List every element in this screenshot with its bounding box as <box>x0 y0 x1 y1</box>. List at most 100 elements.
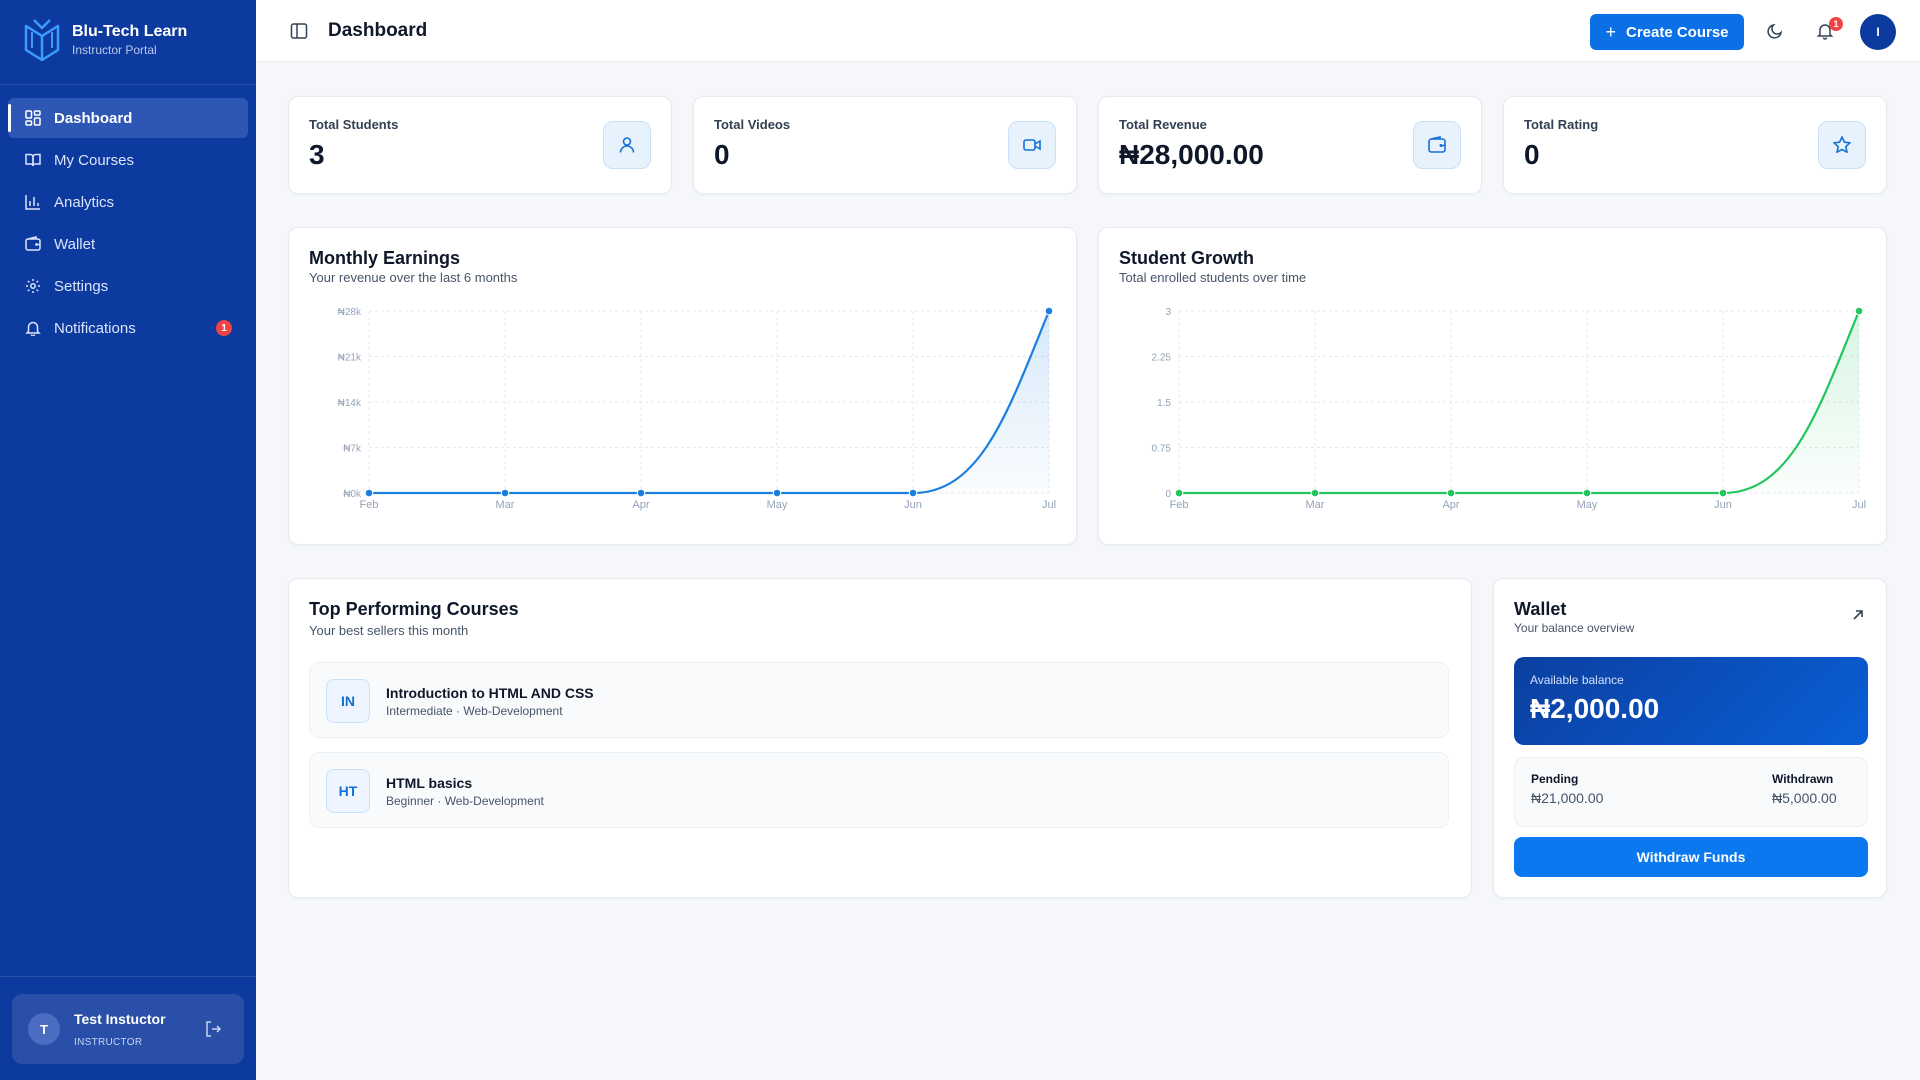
stat-label: Total Students <box>309 117 399 132</box>
bell-icon <box>1816 24 1834 40</box>
data-point <box>500 488 510 498</box>
sidebar-item-notifications[interactable]: Notifications 1 <box>8 308 248 348</box>
balance-label: Available balance <box>1530 673 1624 687</box>
arrow-up-right-icon[interactable] <box>1850 607 1866 623</box>
sidebar: Blu-Tech Learn Instructor Portal Dashboa… <box>0 0 256 1080</box>
section-title: Wallet <box>1514 599 1567 619</box>
x-tick-label: Jun <box>1714 499 1732 511</box>
data-point <box>908 488 918 498</box>
sidebar-item-label: Analytics <box>54 193 115 211</box>
x-tick-label: Jul <box>1042 499 1056 511</box>
y-tick-label: ₦7k <box>343 444 362 455</box>
moon-icon[interactable] <box>1766 22 1784 40</box>
chart-subtitle: Your revenue over the last 6 months <box>309 270 518 285</box>
data-point <box>364 488 374 498</box>
data-point <box>1582 488 1592 498</box>
earnings-chart: ₦0k ₦7k ₦14k ₦21k ₦28k Feb Mar Apr May Jun Jul <box>338 306 1056 511</box>
series-area <box>1179 311 1859 493</box>
create-course-button[interactable]: + Create Course <box>1590 14 1744 50</box>
brand-subtitle: Instructor Portal <box>72 43 157 57</box>
y-tick-label: ₦14k <box>338 398 362 409</box>
stat-card-rating: Total Rating 0 <box>1503 96 1887 194</box>
wallet-icon <box>24 235 42 253</box>
course-item[interactable]: IN Introduction to HTML AND CSS Intermed… <box>309 662 1449 738</box>
x-tick-label: Apr <box>632 499 649 511</box>
data-point <box>1310 488 1320 498</box>
divider <box>0 976 256 977</box>
user-role: INSTRUCTOR <box>74 1036 143 1048</box>
chart-subtitle: Total enrolled students over time <box>1119 270 1307 285</box>
withdraw-funds-button[interactable]: Withdraw Funds <box>1514 837 1868 877</box>
page-title: Dashboard <box>328 20 428 41</box>
x-tick-label: Feb <box>1170 499 1189 511</box>
topbar: Dashboard + Create Course 1 I <box>256 0 1920 62</box>
y-tick-label: ₦21k <box>338 353 362 364</box>
x-tick-label: Mar <box>1306 499 1325 511</box>
data-point <box>1854 306 1864 316</box>
sidebar-item-settings[interactable]: Settings <box>8 266 248 306</box>
stat-card-revenue: Total Revenue ₦28,000.00 <box>1098 96 1482 194</box>
x-tick-label: May <box>1577 499 1598 511</box>
bar-chart-icon <box>24 193 42 211</box>
brand[interactable]: Blu-Tech Learn Instructor Portal <box>22 18 187 62</box>
section-subtitle: Your balance overview <box>1514 621 1635 635</box>
y-tick-label: 0 <box>1165 489 1171 500</box>
notifications-button[interactable]: 1 <box>1816 17 1843 40</box>
wallet-card: Wallet Your balance overview Available b… <box>1493 578 1887 898</box>
course-meta: Intermediate · Web-Development <box>386 704 563 718</box>
sidebar-nav: Dashboard My Courses Analytics Wallet Se… <box>8 98 248 350</box>
x-tick-label: Mar <box>496 499 515 511</box>
chart-title: Student Growth <box>1119 248 1254 268</box>
sidebar-item-label: Settings <box>54 277 109 295</box>
y-tick-label: ₦0k <box>343 489 362 500</box>
student-growth-card: Student Growth Total enrolled students o… <box>1098 227 1887 545</box>
y-tick-label: 2.25 <box>1152 353 1172 364</box>
growth-chart: 0 0.75 1.5 2.25 3 Feb Mar Apr May Jun Jul <box>1152 306 1866 511</box>
notification-badge: 1 <box>1829 17 1843 31</box>
chart-title: Monthly Earnings <box>309 248 461 268</box>
y-tick-label: 3 <box>1165 307 1171 318</box>
x-tick-label: May <box>767 499 788 511</box>
course-meta: Beginner · Web-Development <box>386 794 544 808</box>
sidebar-item-label: My Courses <box>54 151 135 169</box>
data-point <box>772 488 782 498</box>
stat-value: 0 <box>714 139 730 170</box>
star-icon <box>1818 121 1866 169</box>
stat-card-videos: Total Videos 0 <box>693 96 1077 194</box>
sidebar-item-label: Notifications <box>54 319 136 337</box>
create-course-label: Create Course <box>1625 23 1729 41</box>
sidebar-item-dashboard[interactable]: Dashboard <box>8 98 248 138</box>
user-name: Test Instuctor <box>74 1010 166 1027</box>
series-area <box>369 311 1049 493</box>
stat-value: ₦28,000.00 <box>1119 139 1264 170</box>
course-name: Introduction to HTML AND CSS <box>386 685 594 701</box>
sidebar-item-analytics[interactable]: Analytics <box>8 182 248 222</box>
video-icon <box>1008 121 1056 169</box>
divider <box>0 84 256 85</box>
stat-value: 3 <box>309 139 325 170</box>
sidebar-item-label: Dashboard <box>54 109 133 127</box>
gear-icon <box>24 277 42 295</box>
brand-logo-icon <box>24 19 60 62</box>
user-avatar[interactable]: T <box>28 1013 60 1045</box>
user-icon <box>603 121 651 169</box>
monthly-earnings-card: Monthly Earnings Your revenue over the l… <box>288 227 1077 545</box>
course-item[interactable]: HT HTML basics Beginner · Web-Developmen… <box>309 752 1449 828</box>
sidebar-item-my-courses[interactable]: My Courses <box>8 140 248 180</box>
sidebar-toggle-icon[interactable] <box>290 22 308 40</box>
logout-icon[interactable] <box>204 1020 222 1038</box>
bell-icon <box>24 319 42 337</box>
notification-badge: 1 <box>216 320 232 336</box>
series-line <box>1178 310 1861 495</box>
withdrawn-value: ₦5,000.00 <box>1772 790 1837 806</box>
avatar[interactable]: I <box>1860 14 1896 50</box>
pending-label: Pending <box>1531 772 1579 786</box>
course-name: HTML basics <box>386 775 473 791</box>
stat-label: Total Rating <box>1524 117 1599 132</box>
course-avatar: HT <box>326 769 370 813</box>
stat-value: 0 <box>1524 139 1540 170</box>
sidebar-item-wallet[interactable]: Wallet <box>8 224 248 264</box>
data-point <box>1718 488 1728 498</box>
data-point <box>1174 488 1184 498</box>
x-tick-label: Jun <box>904 499 922 511</box>
